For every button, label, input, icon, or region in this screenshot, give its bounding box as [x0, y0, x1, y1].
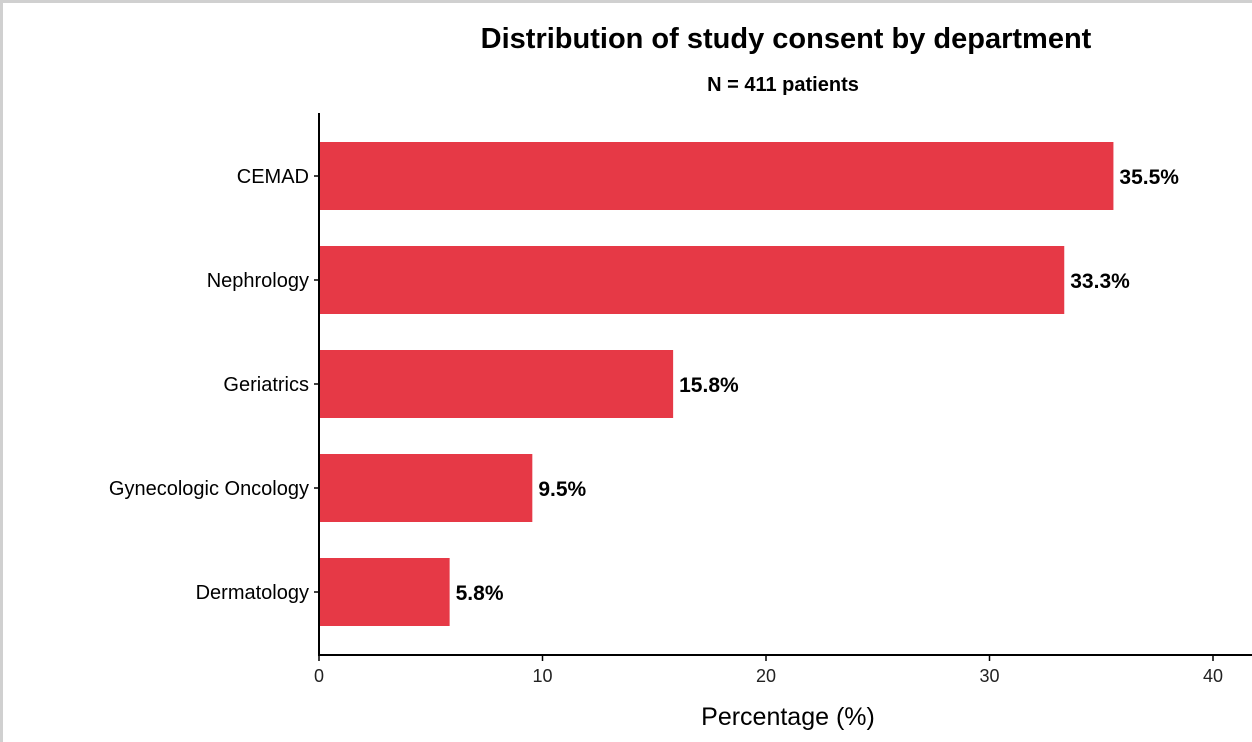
bar-dermatology [320, 558, 450, 626]
bar-geriatrics [320, 350, 674, 418]
x-axis-title: Percentage (%) [701, 703, 875, 731]
bar-gynecologic-oncology [320, 454, 533, 522]
data-label: 33.3% [1070, 270, 1130, 293]
x-tick-label: 40 [1203, 666, 1223, 686]
axes: 0 10 20 30 40 [314, 113, 1252, 686]
category-label: CEMAD [237, 166, 309, 188]
data-label: 9.5% [538, 478, 586, 501]
category-label: Geriatrics [223, 374, 309, 396]
category-label: Dermatology [196, 582, 309, 604]
chart-title: Distribution of study consent by departm… [481, 23, 1092, 55]
category-labels: CEMAD Nephrology Geriatrics Gynecologic Onc… [109, 166, 309, 604]
category-label: Gynecologic Oncology [109, 478, 309, 500]
data-label: 5.8% [456, 582, 504, 605]
bar-chart: Distribution of study consent by departm… [109, 23, 1252, 731]
bar-nephrology [320, 246, 1065, 314]
data-label: 35.5% [1119, 166, 1179, 189]
bar-cemad [320, 142, 1114, 210]
x-tick-label: 10 [532, 666, 552, 686]
data-labels: 35.5% 33.3% 15.8% 9.5% 5.8% [456, 166, 1180, 605]
x-tick-label: 20 [756, 666, 776, 686]
bars-group [320, 142, 1114, 626]
chart-subtitle: N = 411 patients [707, 74, 859, 96]
data-label: 15.8% [679, 374, 739, 397]
category-label: Nephrology [207, 270, 309, 292]
x-tick-label: 0 [314, 666, 324, 686]
x-tick-label: 30 [979, 666, 999, 686]
